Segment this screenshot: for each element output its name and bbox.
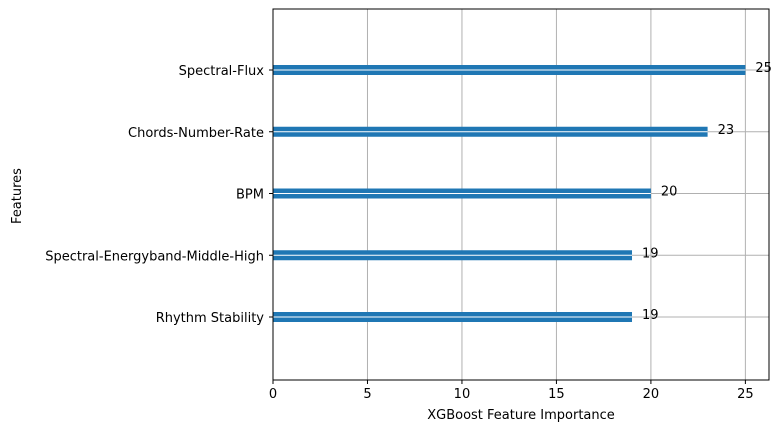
x-tick-label: 10 [454, 387, 471, 402]
data-label: 20 [661, 185, 678, 200]
data-label: 23 [718, 123, 735, 138]
x-tick-label: 25 [737, 387, 754, 402]
x-tick-label: 20 [643, 387, 660, 402]
x-tick-label: 15 [548, 387, 565, 402]
x-tick-label: 0 [269, 387, 277, 402]
data-label: 19 [642, 246, 659, 261]
y-tick-label: BPM [236, 188, 264, 203]
tick-layer: 0 5 10 15 20 25 Spectral-Flux Chords-Number-Rat… [45, 64, 753, 402]
y-tick-label: Chords-Number-Rate [128, 126, 264, 141]
x-axis-label: XGBoost Feature Importance [427, 408, 615, 423]
y-tick-label: Rhythm Stability [156, 311, 265, 326]
y-tick-label: Spectral-Energyband-Middle-High [45, 249, 264, 264]
x-tick-label: 5 [363, 387, 371, 402]
y-tick-label: Spectral-Flux [179, 64, 265, 79]
data-label-layer: 25 23 20 19 19 [642, 61, 772, 323]
data-label: 25 [755, 61, 772, 76]
y-axis-label: Features [10, 168, 25, 224]
plot-frame [272, 8, 770, 381]
data-label: 19 [642, 308, 659, 323]
bar-layer [273, 65, 746, 322]
